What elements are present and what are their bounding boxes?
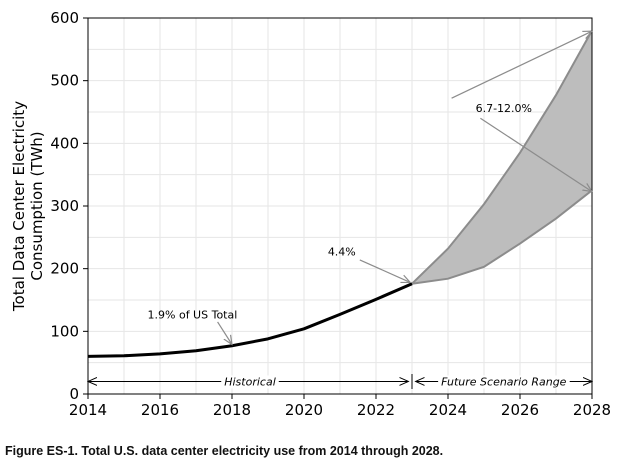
x-tick-label: 2024 <box>429 401 467 419</box>
axis-ticks: 2014 2016 2018 2020 2022 2024 2026 2028 0 100 200 3… <box>50 9 611 419</box>
x-tick-label: 2016 <box>141 401 179 419</box>
growth-lower-arrow <box>480 117 592 191</box>
x-tick-label: 2020 <box>285 401 323 419</box>
future-span-label: Future Scenario Range <box>441 375 567 388</box>
x-tick-label: 2028 <box>573 401 611 419</box>
historical-span-label: Historical <box>224 375 276 388</box>
y-tick-label: 100 <box>50 322 79 340</box>
growth-upper-arrow <box>451 31 592 99</box>
y-tick-label: 500 <box>50 72 79 90</box>
x-tick-label: 2018 <box>213 401 251 419</box>
y-tick-label: 200 <box>50 260 79 278</box>
x-tick-label: 2014 <box>69 401 107 419</box>
share-2018-arrow <box>217 321 232 345</box>
x-tick-label: 2022 <box>357 401 395 419</box>
share-2023-arrow <box>359 259 410 283</box>
y-axis-label-line2: Consumption (TWh) <box>28 131 46 280</box>
scenario-upper-line <box>411 30 593 285</box>
y-axis-label-line1: Total Data Center Electricity <box>10 101 28 312</box>
y-tick-label: 300 <box>50 197 79 215</box>
y-tick-label: 400 <box>50 134 79 152</box>
scenario-range-area <box>412 30 592 284</box>
span-label-background <box>438 375 570 389</box>
share-2023-label: 4.4% <box>328 246 356 259</box>
y-axis-label: Total Data Center Electricity Consumptio… <box>10 101 46 312</box>
y-tick-label: 600 <box>50 9 79 27</box>
span-label-background <box>221 375 279 389</box>
annotations: 1.9% of US Total 4.4% 6.7-12.0% Historic… <box>88 31 592 389</box>
scenario-lower-line <box>411 189 593 285</box>
figure-caption: Figure ES-1. Total U.S. data center elec… <box>5 444 444 458</box>
chart: 2014 2016 2018 2020 2022 2024 2026 2028 0 100 200 3… <box>10 9 611 419</box>
historical-line <box>87 282 413 358</box>
x-tick-label: 2026 <box>501 401 539 419</box>
share-2018-label: 1.9% of US Total <box>148 308 238 321</box>
y-tick-label: 0 <box>69 385 79 403</box>
growth-range-label: 6.7-12.0% <box>476 102 532 115</box>
